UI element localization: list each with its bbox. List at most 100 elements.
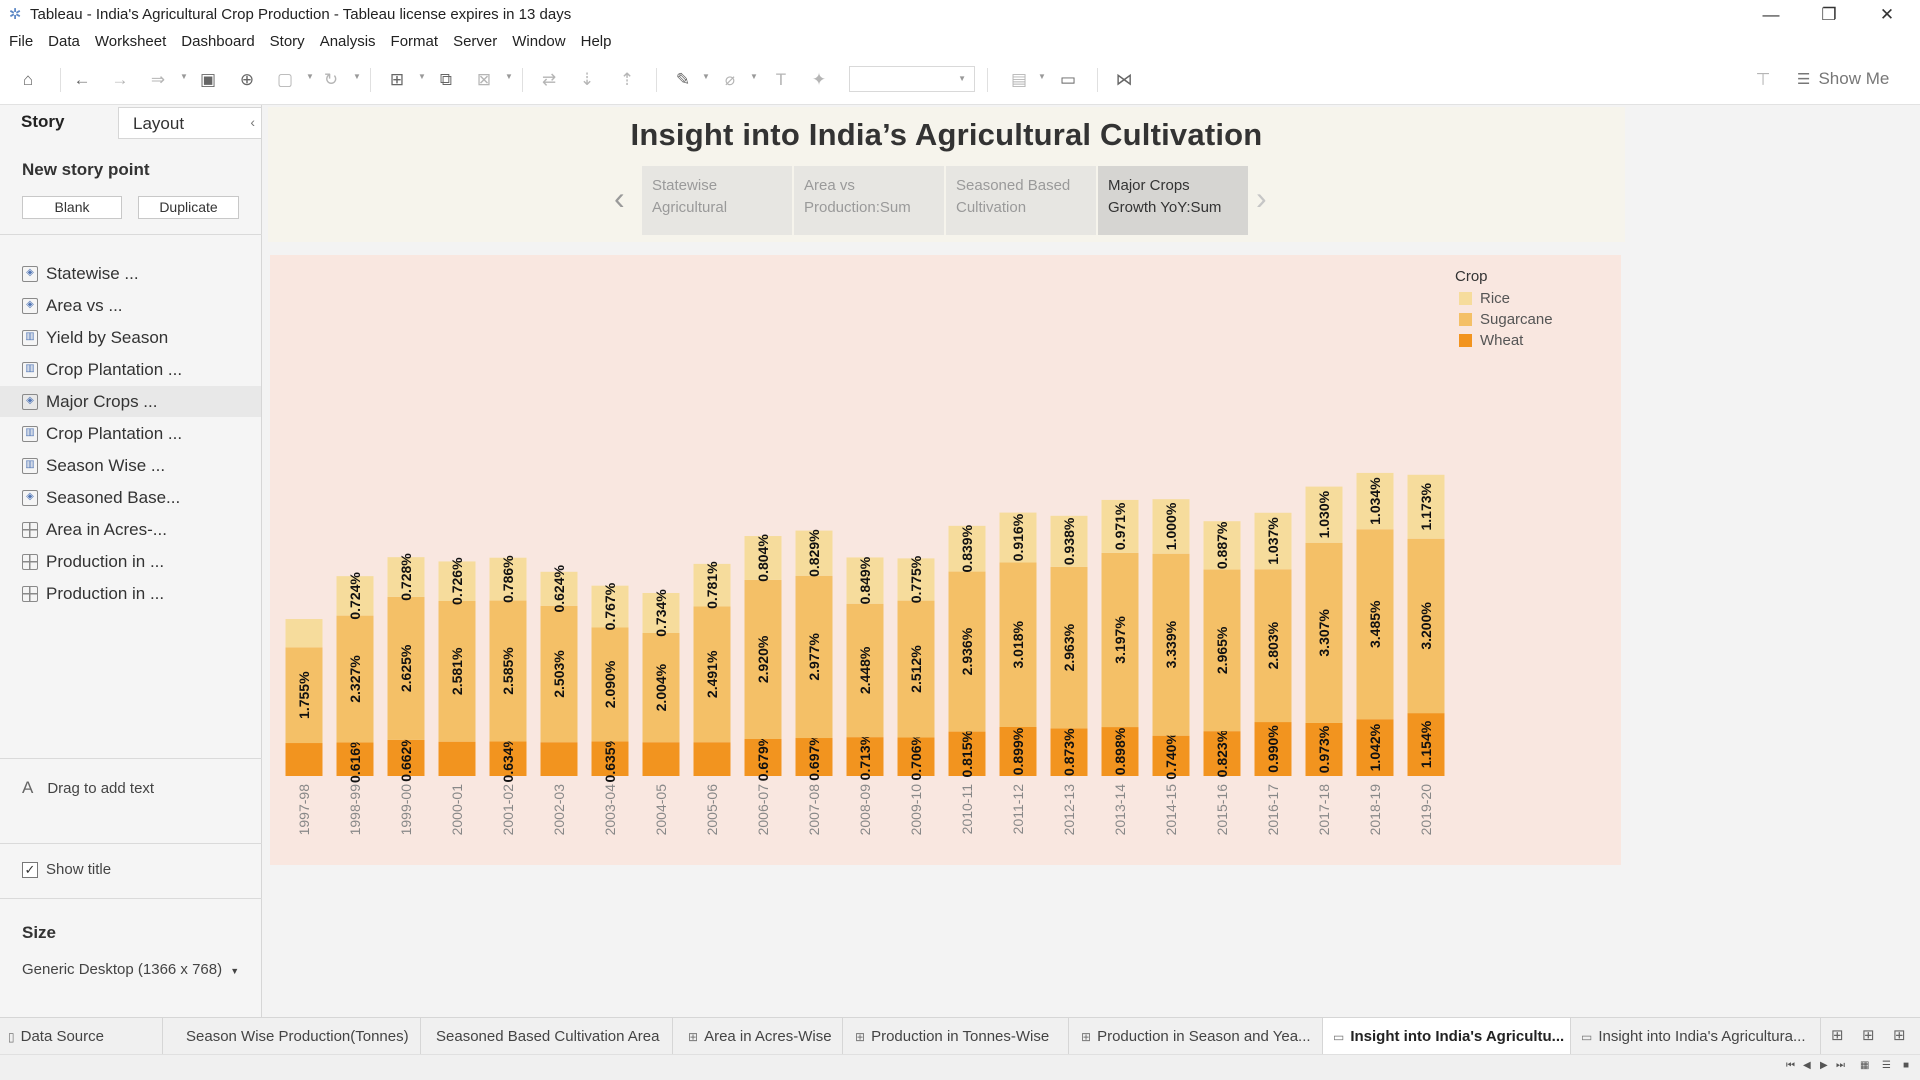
bar-segment-wheat[interactable]: [1407, 713, 1445, 776]
tab-production-in-tonnes[interactable]: ⊞ Production in Tonnes-Wise: [843, 1018, 1069, 1055]
bar-segment-rice[interactable]: [948, 525, 986, 572]
bar-segment-sugarcane[interactable]: [336, 615, 374, 743]
sheet-item-area-in-acres[interactable]: Area in Acres-...: [0, 514, 261, 545]
sheet-item-statewise[interactable]: ◈ Statewise ...: [0, 258, 261, 289]
tab-area-in-acres[interactable]: ⊞ Area in Acres-Wise: [673, 1018, 843, 1055]
blank-button[interactable]: Blank: [22, 196, 122, 219]
legend-item-rice[interactable]: Rice: [1459, 290, 1510, 307]
menu-dashboard[interactable]: Dashboard: [181, 33, 255, 50]
tab-layout[interactable]: Layout ‹: [118, 107, 262, 139]
bar-segment-rice[interactable]: [1101, 499, 1139, 553]
story-point-area-vs-production[interactable]: Area vs Production:Sum: [794, 166, 944, 235]
bar-segment-wheat[interactable]: [1050, 728, 1088, 776]
bar-segment-rice[interactable]: [744, 536, 782, 580]
bar-segment-wheat[interactable]: [693, 742, 731, 776]
bar-segment-rice[interactable]: [1050, 515, 1088, 567]
bar-segment-rice[interactable]: [693, 563, 731, 607]
swap-icon[interactable]: ⇄: [541, 70, 557, 89]
last-sheet-icon[interactable]: ⏭: [1836, 1060, 1845, 1071]
redo-icon[interactable]: →: [111, 70, 129, 89]
bar-segment-rice[interactable]: [897, 558, 935, 601]
group-icon[interactable]: ⌀: [724, 70, 736, 89]
bar-segment-sugarcane[interactable]: [489, 600, 527, 742]
bar-segment-sugarcane[interactable]: [1203, 569, 1241, 732]
sort-asc-icon[interactable]: ⇣: [579, 70, 595, 89]
bar-segment-rice[interactable]: [591, 585, 629, 628]
presentation-icon[interactable]: ▭: [1059, 70, 1077, 89]
share-icon[interactable]: ⋈: [1115, 70, 1133, 89]
minimize-button[interactable]: —: [1762, 4, 1780, 24]
bar-segment-sugarcane[interactable]: [540, 605, 578, 743]
bar-segment-rice[interactable]: [1305, 486, 1343, 543]
legend-item-wheat[interactable]: Wheat: [1459, 332, 1523, 349]
bar-segment-sugarcane[interactable]: [1050, 566, 1088, 729]
bar-segment-wheat[interactable]: [1254, 722, 1292, 776]
label-icon[interactable]: T: [775, 70, 787, 89]
sheet-item-crop-plantation[interactable]: ▥ Crop Plantation ...: [0, 354, 261, 385]
duplicate-icon[interactable]: ⧉: [439, 70, 453, 89]
home-icon[interactable]: ⌂: [22, 70, 34, 89]
bar-segment-sugarcane[interactable]: [1356, 529, 1394, 720]
story-point-major-crops[interactable]: Major Crops Growth YoY:Sum: [1098, 166, 1248, 235]
story-point-seasoned-based[interactable]: Seasoned Based Cultivation: [946, 166, 1096, 235]
new-story-tab-icon[interactable]: ⊞: [1893, 1027, 1906, 1044]
bar-segment-wheat[interactable]: [591, 741, 629, 776]
sort-desc-icon[interactable]: ⇡: [619, 70, 635, 89]
tab-data-source[interactable]: ▯ Data Source: [0, 1018, 163, 1055]
sheet-item-major-crops[interactable]: ◈ Major Crops ...: [0, 386, 261, 417]
highlight-icon[interactable]: ✎: [675, 70, 691, 89]
bar-segment-wheat[interactable]: [1305, 722, 1343, 776]
bar-segment-wheat[interactable]: [285, 743, 323, 776]
filmstrip-view-icon[interactable]: ■: [1903, 1060, 1910, 1071]
bar-segment-wheat[interactable]: [1101, 727, 1139, 776]
story-point-statewise[interactable]: Statewise Agricultural: [642, 166, 792, 235]
bar-segment-sugarcane[interactable]: [387, 596, 425, 740]
menu-worksheet[interactable]: Worksheet: [94, 33, 167, 50]
new-worksheet-tab-icon[interactable]: ⊞: [1831, 1027, 1844, 1044]
menu-data[interactable]: Data: [48, 33, 80, 50]
bar-segment-rice[interactable]: [1407, 474, 1445, 539]
new-worksheet-icon[interactable]: ⊞: [389, 70, 405, 89]
tab-seasoned-based-cultivation[interactable]: Seasoned Based Cultivation Area: [421, 1018, 673, 1055]
bar-segment-rice[interactable]: [1254, 512, 1292, 570]
bar-segment-sugarcane[interactable]: [591, 627, 629, 742]
bar-segment-sugarcane[interactable]: [642, 632, 680, 743]
tab-insight-story-active[interactable]: ▭ Insight into India's Agricultu...: [1323, 1018, 1571, 1055]
bar-segment-sugarcane[interactable]: [846, 603, 884, 738]
save-icon[interactable]: ▣: [199, 70, 217, 89]
bar-segment-rice[interactable]: [1356, 472, 1394, 530]
fit-icon[interactable]: ▤: [1010, 70, 1028, 89]
bar-segment-sugarcane[interactable]: [795, 575, 833, 739]
duplicate-button[interactable]: Duplicate: [138, 196, 239, 219]
sheet-item-season-wise[interactable]: ▥ Season Wise ...: [0, 450, 261, 481]
menu-help[interactable]: Help: [580, 33, 612, 50]
bar-segment-wheat[interactable]: [540, 742, 578, 776]
drag-to-add-text[interactable]: A Drag to add text: [22, 778, 154, 798]
bar-segment-rice[interactable]: [1203, 521, 1241, 570]
bar-segment-sugarcane[interactable]: [285, 647, 323, 744]
collapse-icon[interactable]: ‹: [250, 114, 255, 130]
tab-season-wise-production[interactable]: Season Wise Production(Tonnes): [176, 1018, 421, 1055]
menu-story[interactable]: Story: [269, 33, 305, 50]
prev-sheet-icon[interactable]: ◀: [1803, 1060, 1811, 1071]
sheet-item-crop-plantation-2[interactable]: ▥ Crop Plantation ...: [0, 418, 261, 449]
bar-segment-wheat[interactable]: [795, 738, 833, 776]
bar-segment-sugarcane[interactable]: [999, 562, 1037, 728]
bar-segment-sugarcane[interactable]: [1305, 542, 1343, 723]
next-story-point-icon[interactable]: ›: [1256, 180, 1267, 216]
new-data-source-icon[interactable]: ⊕: [239, 70, 255, 89]
bar-segment-rice[interactable]: [438, 561, 476, 602]
next-sheet-icon[interactable]: ▶: [1820, 1060, 1828, 1071]
fit-dropdown[interactable]: ▼: [849, 66, 975, 92]
legend-item-sugarcane[interactable]: Sugarcane: [1459, 311, 1553, 328]
show-title-checkbox[interactable]: ✓: [22, 861, 38, 878]
show-me-button[interactable]: ☰ Show Me: [1797, 66, 1889, 92]
bar-segment-sugarcane[interactable]: [1101, 552, 1139, 728]
menu-format[interactable]: Format: [390, 33, 439, 50]
pin-icon[interactable]: ✦: [811, 70, 827, 89]
bar-segment-wheat[interactable]: [1203, 731, 1241, 776]
bar-segment-wheat[interactable]: [1152, 735, 1190, 776]
bar-segment-rice[interactable]: [795, 530, 833, 576]
bar-segment-wheat[interactable]: [336, 742, 374, 776]
bar-segment-wheat[interactable]: [744, 738, 782, 776]
